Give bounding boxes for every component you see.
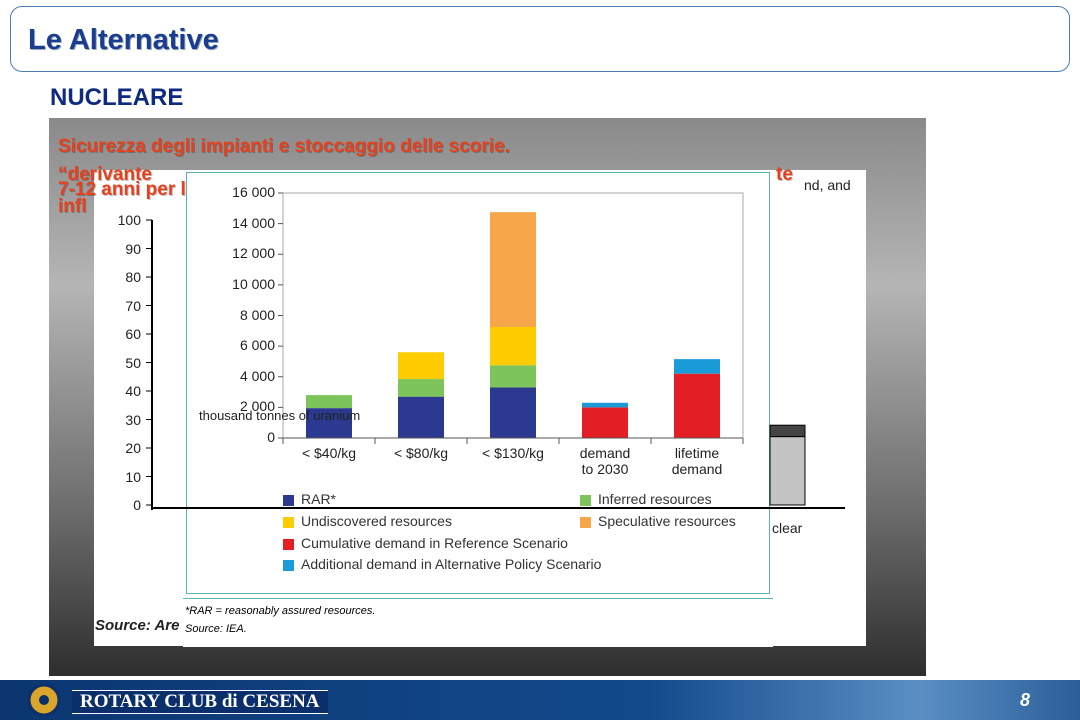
legend-swatch — [283, 539, 294, 550]
bg-bar — [769, 436, 806, 506]
bg-y-tick-label: 80 — [125, 269, 141, 285]
y-tick-label: 10 000 — [232, 275, 275, 292]
rotary-logo-hub — [39, 695, 49, 705]
legend-label: Undiscovered resources — [301, 513, 452, 529]
legend-label: Cumulative demand in Reference Scenario — [301, 535, 568, 551]
x-tick-label: < $130/kg — [482, 445, 544, 461]
bar-segment — [490, 387, 536, 438]
bg-fragment: clear — [772, 520, 803, 536]
bg-y-tick-label: 20 — [125, 440, 141, 456]
note: *RAR = reasonably assured resources. — [185, 605, 376, 617]
header-box — [10, 6, 1070, 72]
bg-fragment: Source: Are — [95, 617, 180, 634]
bar-segment — [398, 379, 444, 397]
overlay-text: te — [776, 164, 793, 185]
bg-y-tick-label: 0 — [133, 497, 141, 513]
bar-segment — [398, 396, 444, 438]
y-axis-label: thousand tonnes of uranium — [199, 408, 361, 423]
bar-segment — [490, 365, 536, 388]
bar-segment — [490, 326, 536, 366]
x-tick-label: < $80/kg — [393, 445, 449, 461]
legend-label: Inferred resources — [598, 491, 712, 507]
slide-title: Le Alternative — [28, 24, 219, 56]
overlay-text: “derivante — [58, 164, 152, 185]
bg-y-tick-label: 40 — [125, 383, 141, 399]
bar-segment — [490, 212, 536, 327]
legend-swatch — [580, 517, 591, 528]
bg-y-tick-label: 100 — [117, 212, 141, 228]
bar-segment — [306, 408, 352, 438]
chart-notes: *RAR = reasonably assured resources. Sou… — [183, 598, 773, 647]
legend-label: RAR* — [301, 491, 337, 507]
bar-segment — [674, 373, 720, 438]
y-tick-label: 14 000 — [232, 214, 275, 231]
page-number: 8 — [1020, 690, 1031, 710]
bg-y-tick-label: 60 — [125, 326, 141, 342]
bar-segment — [398, 352, 444, 380]
overlay-text: Sicurezza degli impianti e stoccaggio de… — [58, 136, 510, 157]
legend-swatch — [283, 517, 294, 528]
y-tick-label: 0 — [267, 429, 275, 445]
bar-segment — [306, 395, 352, 409]
overlay-text: infl — [58, 196, 87, 217]
bg-y-tick-label: 90 — [125, 240, 141, 257]
y-tick-label: 4 000 — [239, 367, 275, 384]
x-tick-label: demand to 2030 — [579, 445, 631, 477]
y-tick-label: 2 000 — [239, 398, 275, 415]
bg-fragment: nd, and — [804, 177, 851, 193]
y-tick-label: 16 000 — [232, 184, 275, 200]
bar-segment — [674, 359, 720, 374]
y-tick-label: 6 000 — [239, 337, 275, 354]
legend-swatch — [580, 495, 591, 506]
section-title: NUCLEARE — [50, 84, 184, 111]
bar-segment — [582, 407, 628, 438]
y-tick-label: 8 000 — [239, 306, 275, 323]
legend-swatch — [283, 495, 294, 506]
x-tick-label: < $40/kg — [301, 445, 357, 461]
legend-swatch — [283, 560, 294, 571]
bg-bar — [769, 424, 806, 438]
bar-segment — [582, 402, 628, 408]
note: Source: IEA. — [185, 623, 247, 635]
x-tick-label: lifetime demand — [671, 445, 723, 477]
bg-y-tick-label: 30 — [125, 411, 141, 428]
bg-y-tick-label: 10 — [125, 468, 141, 485]
bg-y-tick-label: 50 — [125, 354, 141, 371]
club-name: ROTARY CLUB di CESENA — [72, 690, 328, 714]
legend-label: Additional demand in Alternative Policy … — [301, 556, 602, 572]
legend-label: Speculative resources — [598, 513, 736, 529]
bg-y-tick-label: 70 — [125, 297, 141, 314]
y-tick-label: 12 000 — [232, 245, 275, 262]
